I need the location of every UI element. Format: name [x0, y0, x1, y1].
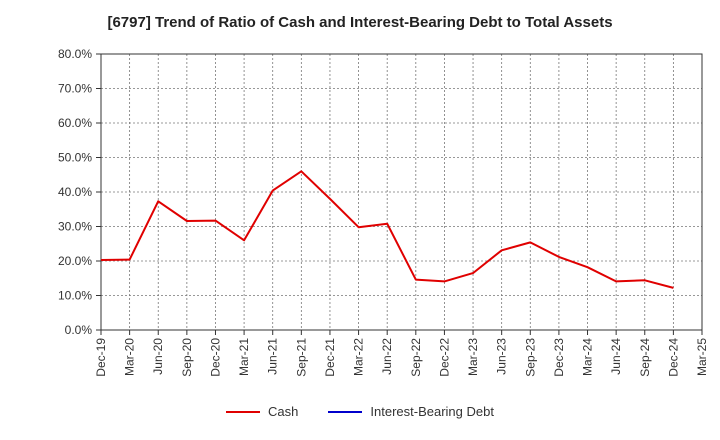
y-tick-label: 0.0%: [65, 323, 93, 337]
x-tick-label: Mar-22: [352, 338, 366, 376]
x-tick-label: Sep-23: [523, 338, 537, 377]
legend-item-interest-bearing-debt[interactable]: Interest-Bearing Debt: [328, 404, 494, 419]
legend: Cash Interest-Bearing Debt: [0, 404, 720, 419]
x-tick-label: Mar-25: [695, 338, 709, 376]
label-layer: 0.0% 10.0% 20.0% 30.0% 40.0% 50.0% 60.0% 70.0% 8…: [58, 47, 709, 377]
chart-title: [6797] Trend of Ratio of Cash and Intere…: [107, 14, 613, 31]
x-tick-label: Mar-20: [123, 338, 137, 376]
x-tick-label: Sep-24: [638, 338, 652, 377]
series-line-cash: [100, 170, 674, 289]
x-tick-label: Jun-23: [495, 338, 509, 375]
y-tick-label: 30.0%: [58, 220, 92, 234]
x-tick-label: Sep-21: [294, 338, 308, 377]
y-tick-label: 70.0%: [58, 82, 92, 96]
y-tick-label: 60.0%: [58, 116, 92, 130]
y-tick-label: 20.0%: [58, 254, 92, 268]
x-tick-label: Dec-22: [437, 338, 451, 377]
x-tick-label: Mar-21: [237, 338, 251, 376]
x-tick-label: Mar-23: [466, 338, 480, 376]
plot-frame: [100, 53, 703, 331]
axis-layer: [96, 53, 703, 335]
legend-swatch-interest-bearing-debt: [328, 410, 363, 413]
x-tick-label: Dec-24: [666, 338, 680, 377]
grid-layer: [101, 53, 702, 330]
x-tick-label: Sep-20: [180, 338, 194, 377]
legend-label-interest-bearing-debt: Interest-Bearing Debt: [370, 404, 494, 419]
y-tick-label: 40.0%: [58, 185, 92, 199]
x-tick-label: Jun-22: [380, 338, 394, 375]
x-tick-label: Jun-20: [151, 338, 165, 375]
x-tick-label: Mar-24: [581, 338, 595, 376]
legend-item-cash[interactable]: Cash: [226, 404, 298, 419]
x-tick-label: Jun-21: [266, 338, 280, 375]
x-tick-label: Dec-19: [94, 338, 108, 377]
x-tick-label: Sep-22: [409, 338, 423, 377]
x-tick-label: Dec-21: [323, 338, 337, 377]
y-tick-label: 80.0%: [58, 47, 92, 61]
legend-swatch-cash: [226, 410, 261, 413]
x-tick-label: Dec-23: [552, 338, 566, 377]
y-tick-label: 50.0%: [58, 151, 92, 165]
x-tick-label: Jun-24: [609, 338, 623, 375]
chart-area: 0.0% 10.0% 20.0% 30.0% 40.0% 50.0% 60.0% 70.0% 8…: [58, 47, 709, 377]
series-layer: [100, 170, 674, 289]
y-tick-label: 10.0%: [58, 289, 92, 303]
legend-label-cash: Cash: [268, 404, 299, 419]
x-tick-label: Dec-20: [208, 338, 222, 377]
